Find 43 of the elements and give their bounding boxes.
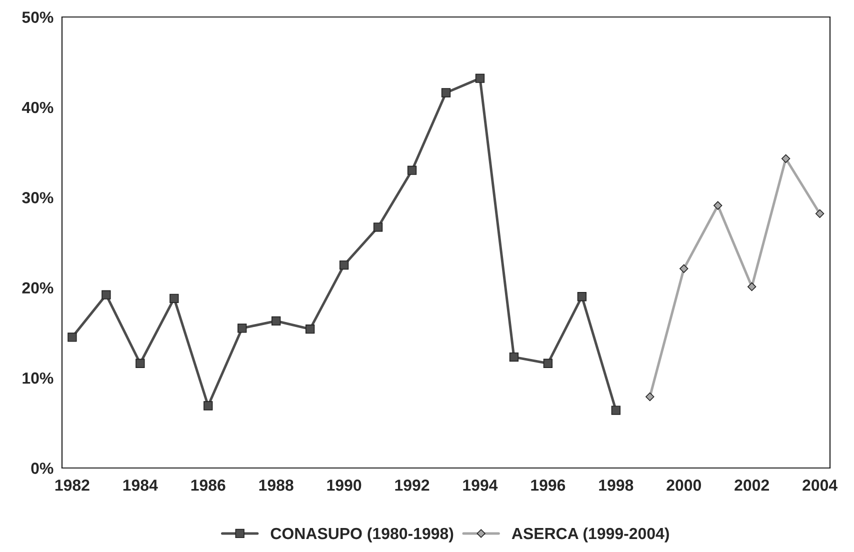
x-tick-label: 1984 [123,480,158,491]
x-tick-label: 2002 [734,480,769,491]
point [68,332,77,342]
point [543,358,553,368]
x-tick-label: 1982 [55,480,90,491]
point [339,260,349,270]
x-tick-label: 2004 [802,480,838,491]
point [407,166,417,175]
point [611,406,620,415]
x-tick-label: 1994 [463,480,498,491]
point [781,154,790,163]
y-tick-label: 30% [22,192,54,204]
x-tick-label: 1998 [599,480,634,491]
point [170,294,179,304]
x-tick-label: 1986 [191,480,226,491]
point [441,88,451,98]
point [102,290,111,300]
point [714,201,722,210]
y-tick-label: 20% [22,282,54,294]
point [305,324,315,334]
point [238,324,247,333]
point [204,401,213,410]
point [747,282,756,292]
x-tick-label: 1990 [327,480,362,491]
legend-label: CONASUPO (1980-1998) [270,527,454,542]
point [136,358,145,368]
legend-label: ASERCA (1999-2004) [512,527,669,542]
point [646,392,654,402]
point [373,222,383,232]
point [272,316,281,326]
point [475,74,485,83]
y-tick-label: 0% [31,462,54,474]
y-tick-label: 40% [22,102,54,114]
x-tick-label: 1996 [531,480,566,491]
x-tick-label: 1992 [395,480,430,491]
x-tick-label: 2000 [666,480,701,491]
point [680,264,688,274]
y-tick-label: 50% [22,12,54,23]
x-tick-label: 1988 [259,480,294,491]
point [577,292,587,302]
point [815,209,824,218]
y-tick-label: 10% [22,372,54,384]
point [509,352,519,362]
